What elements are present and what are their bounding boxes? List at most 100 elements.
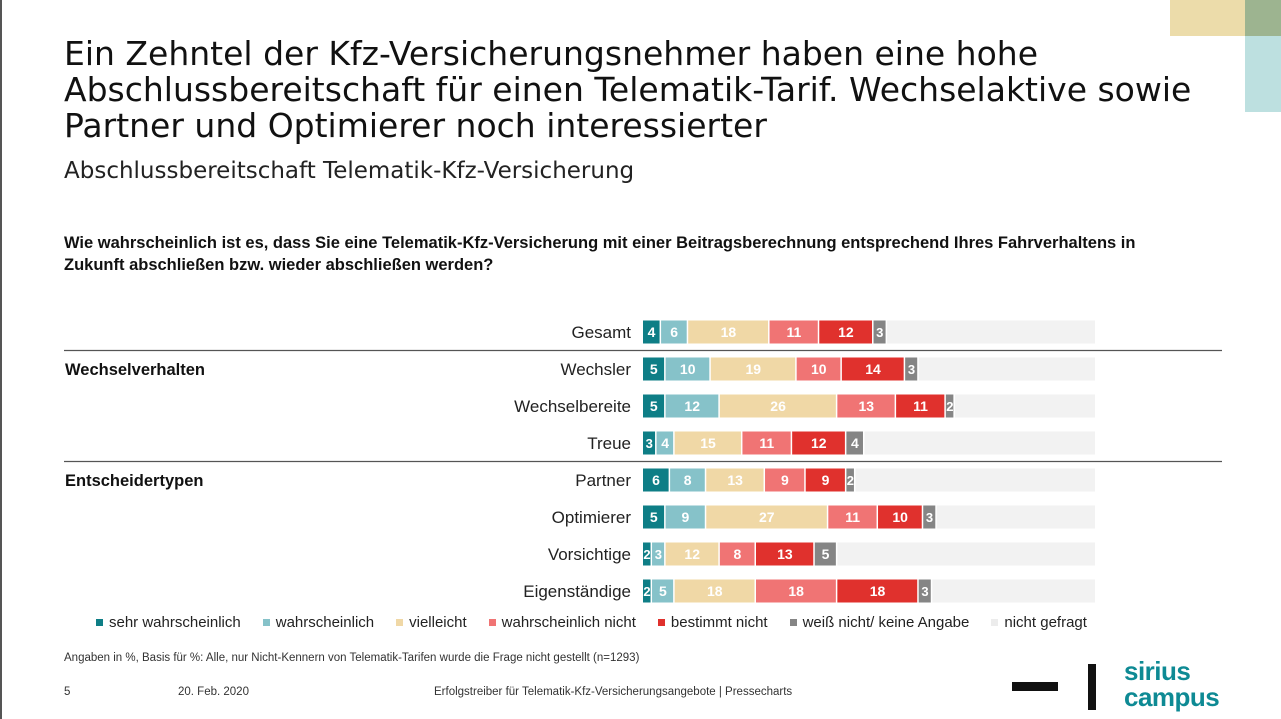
data-label: 3 — [876, 325, 883, 340]
bar-segment — [864, 431, 1095, 455]
bar-segment — [706, 468, 764, 492]
data-label: 8 — [734, 546, 742, 562]
bar-segment — [954, 394, 1095, 418]
bar-segment — [643, 542, 651, 566]
bar-segment — [719, 542, 755, 566]
bar-segment — [665, 394, 719, 418]
footnote: Angaben in %, Basis für %: Alle, nur Nic… — [64, 652, 640, 664]
bar-segment — [656, 431, 674, 455]
corner-decoration-teal — [1245, 36, 1281, 112]
legend-item: weiß nicht/ keine Angabe — [789, 614, 969, 631]
legend-label: wahrscheinlich — [275, 613, 375, 631]
data-label: 15 — [700, 435, 716, 451]
slide-subtitle: Abschlussbereitschaft Telematik-Kfz-Vers… — [64, 158, 635, 184]
logo-line-2: campus — [1124, 682, 1220, 712]
legend-item: nicht gefragt — [991, 614, 1087, 631]
bar-segment — [841, 357, 904, 381]
data-label: 14 — [865, 361, 881, 377]
data-label: 19 — [745, 361, 761, 377]
bar-segment — [814, 542, 836, 566]
data-label: 2 — [643, 584, 650, 599]
bar-segment — [710, 357, 796, 381]
legend-swatch — [488, 618, 496, 626]
bar-segment — [688, 320, 769, 344]
bar-segment — [769, 320, 818, 344]
data-label: 3 — [908, 362, 915, 377]
legend-label: bestimmt nicht — [670, 613, 768, 631]
data-label: 2 — [946, 399, 953, 414]
logo-dash-mark — [1012, 682, 1058, 691]
bar-segment — [819, 320, 873, 344]
legend-item: wahrscheinlich nicht — [488, 613, 636, 631]
data-label: 10 — [892, 509, 908, 525]
group-label: Entscheidertypen — [65, 472, 203, 490]
page-number: 5 — [64, 686, 71, 698]
data-label: 3 — [655, 547, 662, 562]
bar-segment — [905, 357, 918, 381]
data-label: 13 — [777, 546, 793, 562]
footer-caption: Erfolgstreiber für Telematik-Kfz-Versich… — [434, 686, 793, 698]
data-label: 11 — [787, 324, 802, 340]
bar-segment — [837, 542, 1095, 566]
bar-segment — [706, 505, 827, 529]
bar-segment — [837, 579, 918, 603]
bar-segment — [837, 394, 895, 418]
legend-label: nicht gefragt — [1004, 613, 1087, 631]
bar-segment — [756, 579, 836, 603]
data-label: 4 — [661, 435, 669, 451]
category-label: Wechsler — [560, 360, 631, 379]
data-label: 11 — [759, 435, 774, 451]
data-label: 2 — [847, 473, 854, 488]
data-label: 3 — [926, 510, 933, 525]
legend-item: vielleicht — [396, 614, 467, 631]
bar-segment — [670, 468, 705, 492]
bar-segment — [887, 320, 1095, 344]
bar-segment — [796, 357, 841, 381]
data-label: 8 — [684, 472, 692, 488]
group-label: Wechselverhalten — [65, 361, 205, 379]
category-label: Eigenständige — [523, 582, 631, 601]
bar-segment — [932, 579, 1095, 603]
legend-swatch — [96, 618, 103, 626]
category-label: Optimierer — [552, 508, 632, 527]
bar-segment — [643, 320, 660, 344]
bar-segment — [792, 431, 845, 455]
bar-segment — [652, 542, 665, 566]
bar-segment — [643, 579, 651, 603]
bar-segment — [918, 357, 1095, 381]
bar-segment — [846, 468, 854, 492]
category-label: Vorsichtige — [548, 545, 631, 564]
bar-segment — [652, 579, 674, 603]
survey-question: Wie wahrscheinlich ist es, dass Sie eine… — [64, 234, 1136, 274]
legend-label: vielleicht — [409, 613, 467, 631]
legend-item: bestimmt nicht — [657, 613, 768, 631]
legend-item: sehr wahrscheinlich — [96, 614, 241, 631]
chart-legend: sehr wahrscheinlich wahrscheinlich viellei… — [96, 612, 1109, 632]
data-label: 12 — [684, 546, 700, 562]
corner-decoration-sand — [1170, 0, 1245, 36]
data-label: 3 — [646, 436, 653, 451]
data-label: 5 — [822, 546, 830, 562]
bar-segment — [643, 431, 656, 455]
legend-swatch — [657, 618, 665, 626]
bar-segment — [936, 505, 1095, 529]
data-label: 11 — [913, 398, 928, 414]
logo-bar-mark — [1088, 664, 1096, 710]
bar-segment — [665, 505, 705, 529]
legend-label: wahrscheinlich nicht — [501, 613, 636, 631]
data-label: 11 — [845, 509, 860, 525]
data-label: 3 — [921, 584, 928, 599]
data-label: 18 — [788, 583, 804, 599]
legend-swatch — [396, 618, 404, 626]
data-label: 13 — [858, 398, 874, 414]
bar-segment — [719, 394, 836, 418]
bar-segment — [756, 542, 814, 566]
data-label: 5 — [650, 398, 658, 414]
data-label: 4 — [648, 324, 656, 340]
bar-segment — [643, 357, 665, 381]
data-label: 10 — [811, 361, 827, 377]
logo-line-1: sirius — [1124, 656, 1191, 686]
legend-swatch — [789, 618, 797, 626]
category-label: Wechselbereite — [514, 397, 631, 416]
